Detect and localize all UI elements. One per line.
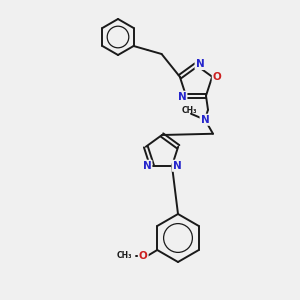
Text: CH₃: CH₃ <box>116 251 132 260</box>
Text: N: N <box>178 92 186 102</box>
Text: CH₃: CH₃ <box>181 106 197 115</box>
Text: N: N <box>196 59 204 69</box>
Text: N: N <box>142 161 152 171</box>
Text: N: N <box>201 115 209 125</box>
Text: O: O <box>139 251 148 261</box>
Text: O: O <box>213 72 221 82</box>
Text: N: N <box>172 161 182 171</box>
